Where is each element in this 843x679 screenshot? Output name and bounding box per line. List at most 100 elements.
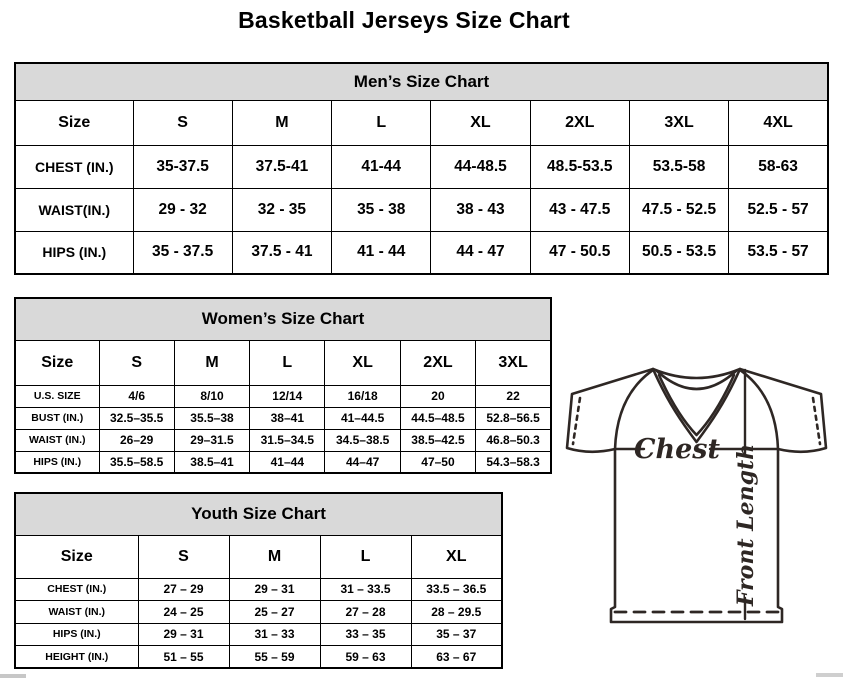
jersey-measurement-diagram: Chest Front Length	[565, 367, 828, 624]
youth-table-row: HIPS (IN.) 29 – 31 31 – 33 33 – 35 35 – 37	[14, 622, 503, 646]
page-title: Basketball Jerseys Size Chart	[238, 7, 570, 33]
youth-size-value-cell: 51 – 55	[137, 645, 230, 669]
womens-column-header: 3XL	[475, 339, 552, 386]
mens-size-value-cell: 32 - 35	[231, 187, 333, 232]
mens-row-label: CHEST (IN.)	[14, 144, 134, 189]
youth-size-value-cell: 33.5 – 36.5	[410, 577, 503, 601]
womens-size-value-cell: 35.5–58.5	[98, 450, 175, 474]
womens-row-label: HIPS (IN.)	[14, 450, 100, 474]
womens-row-label: WAIST (IN.)	[14, 428, 100, 452]
womens-size-value-cell: 31.5–34.5	[249, 428, 326, 452]
youth-size-value-cell: 27 – 29	[137, 577, 230, 601]
mens-table-row: HIPS (IN.) 35 - 37.5 37.5 - 41 41 - 44 44 - …	[14, 230, 829, 275]
mens-size-table: Men’s Size Chart Size S M L XL 2XL 3XL 4XL CHEST …	[14, 62, 829, 275]
mens-size-value-cell: 35 - 38	[331, 187, 432, 232]
womens-table-row: HIPS (IN.) 35.5–58.5 38.5–41 41–44 44–47 47–5…	[14, 450, 552, 474]
youth-row-label: HIPS (IN.)	[14, 622, 139, 646]
womens-size-value-cell: 20	[399, 384, 477, 408]
womens-column-header: M	[173, 339, 251, 386]
womens-row-label: BUST (IN.)	[14, 406, 100, 430]
womens-size-value-cell: 4/6	[98, 384, 175, 408]
womens-column-header: 2XL	[399, 339, 477, 386]
youth-column-header: XL	[410, 534, 503, 579]
womens-size-value-cell: 46.8–50.3	[475, 428, 552, 452]
womens-size-value-cell: 29–31.5	[173, 428, 251, 452]
womens-size-value-cell: 32.5–35.5	[98, 406, 175, 430]
womens-size-value-cell: 41–44.5	[324, 406, 401, 430]
mens-size-value-cell: 50.5 - 53.5	[628, 230, 730, 275]
womens-table-row: U.S. SIZE 4/6 8/10 12/14 16/18 20 22	[14, 384, 552, 408]
mens-column-header: 2XL	[529, 99, 630, 146]
mens-size-value-cell: 47 - 50.5	[529, 230, 630, 275]
mens-size-value-cell: 35 - 37.5	[132, 230, 233, 275]
mens-column-header: S	[132, 99, 233, 146]
mens-size-value-cell: 35-37.5	[132, 144, 233, 189]
youth-row-label: WAIST (IN.)	[14, 600, 139, 624]
chest-label: Chest	[634, 434, 720, 465]
womens-column-header: S	[98, 339, 175, 386]
page-edge-fragment-right	[816, 673, 843, 677]
jersey-cuff-dash-left	[571, 396, 582, 446]
womens-column-header: L	[249, 339, 326, 386]
youth-size-value-cell: 27 – 28	[319, 600, 412, 624]
womens-table-row: BUST (IN.) 32.5–35.5 35.5–38 38–41 41–44.5 44…	[14, 406, 552, 430]
mens-column-header: 4XL	[728, 99, 829, 146]
youth-column-header: Size	[14, 534, 139, 579]
youth-column-header: M	[228, 534, 321, 579]
womens-size-value-cell: 16/18	[324, 384, 401, 408]
jersey-collar-band	[655, 369, 738, 391]
womens-size-value-cell: 22	[475, 384, 552, 408]
mens-size-value-cell: 53.5-58	[628, 144, 730, 189]
youth-size-table: Youth Size Chart Size S M L XL CHEST (IN.) 27 –…	[14, 492, 503, 669]
youth-column-header: S	[137, 534, 230, 579]
youth-table-title: Youth Size Chart	[14, 492, 503, 536]
youth-table-row: HEIGHT (IN.) 51 – 55 55 – 59 59 – 63 63 – 67	[14, 645, 503, 669]
page-edge-fragment-left	[0, 674, 26, 678]
youth-column-header: L	[319, 534, 412, 579]
mens-size-value-cell: 41-44	[331, 144, 432, 189]
jersey-vneck-inner	[657, 373, 736, 437]
womens-size-value-cell: 12/14	[249, 384, 326, 408]
mens-size-value-cell: 38 - 43	[430, 187, 531, 232]
womens-column-header: Size	[14, 339, 100, 386]
womens-size-value-cell: 26–29	[98, 428, 175, 452]
youth-size-value-cell: 33 – 35	[319, 622, 412, 646]
youth-size-value-cell: 63 – 67	[410, 645, 503, 669]
youth-size-value-cell: 59 – 63	[319, 645, 412, 669]
mens-size-value-cell: 52.5 - 57	[728, 187, 829, 232]
mens-size-value-cell: 37.5-41	[231, 144, 333, 189]
womens-column-header: XL	[324, 339, 401, 386]
womens-size-value-cell: 47–50	[399, 450, 477, 474]
womens-size-value-cell: 44–47	[324, 450, 401, 474]
youth-size-value-cell: 29 – 31	[137, 622, 230, 646]
mens-size-value-cell: 58-63	[728, 144, 829, 189]
youth-size-value-cell: 35 – 37	[410, 622, 503, 646]
womens-row-label: U.S. SIZE	[14, 384, 100, 408]
youth-size-value-cell: 31 – 33	[228, 622, 321, 646]
mens-size-value-cell: 47.5 - 52.5	[628, 187, 730, 232]
mens-table-title: Men’s Size Chart	[14, 62, 829, 101]
jersey-seam-left	[613, 368, 655, 451]
mens-row-label: WAIST(IN.)	[14, 187, 134, 232]
womens-size-value-cell: 38–41	[249, 406, 326, 430]
womens-table-row: WAIST (IN.) 26–29 29–31.5 31.5–34.5 34.5–38.…	[14, 428, 552, 452]
mens-row-label: HIPS (IN.)	[14, 230, 134, 275]
jersey-cuff-dash-right	[811, 396, 822, 446]
mens-column-header: L	[331, 99, 432, 146]
youth-size-value-cell: 24 – 25	[137, 600, 230, 624]
mens-size-value-cell: 41 - 44	[331, 230, 432, 275]
womens-size-value-cell: 38.5–42.5	[399, 428, 477, 452]
youth-size-value-cell: 31 – 33.5	[319, 577, 412, 601]
youth-size-value-cell: 29 – 31	[228, 577, 321, 601]
mens-column-header: XL	[430, 99, 531, 146]
mens-size-value-cell: 44 - 47	[430, 230, 531, 275]
mens-size-value-cell: 29 - 32	[132, 187, 233, 232]
womens-size-table: Women’s Size Chart Size S M L XL 2XL 3XL U.S. SI…	[14, 297, 552, 474]
mens-column-header: Size	[14, 99, 134, 146]
youth-size-value-cell: 25 – 27	[228, 600, 321, 624]
youth-size-value-cell: 55 – 59	[228, 645, 321, 669]
youth-table-row: CHEST (IN.) 27 – 29 29 – 31 31 – 33.5 33.5 –…	[14, 577, 503, 601]
mens-size-value-cell: 53.5 - 57	[728, 230, 829, 275]
mens-column-header: M	[231, 99, 333, 146]
mens-column-header: 3XL	[628, 99, 730, 146]
